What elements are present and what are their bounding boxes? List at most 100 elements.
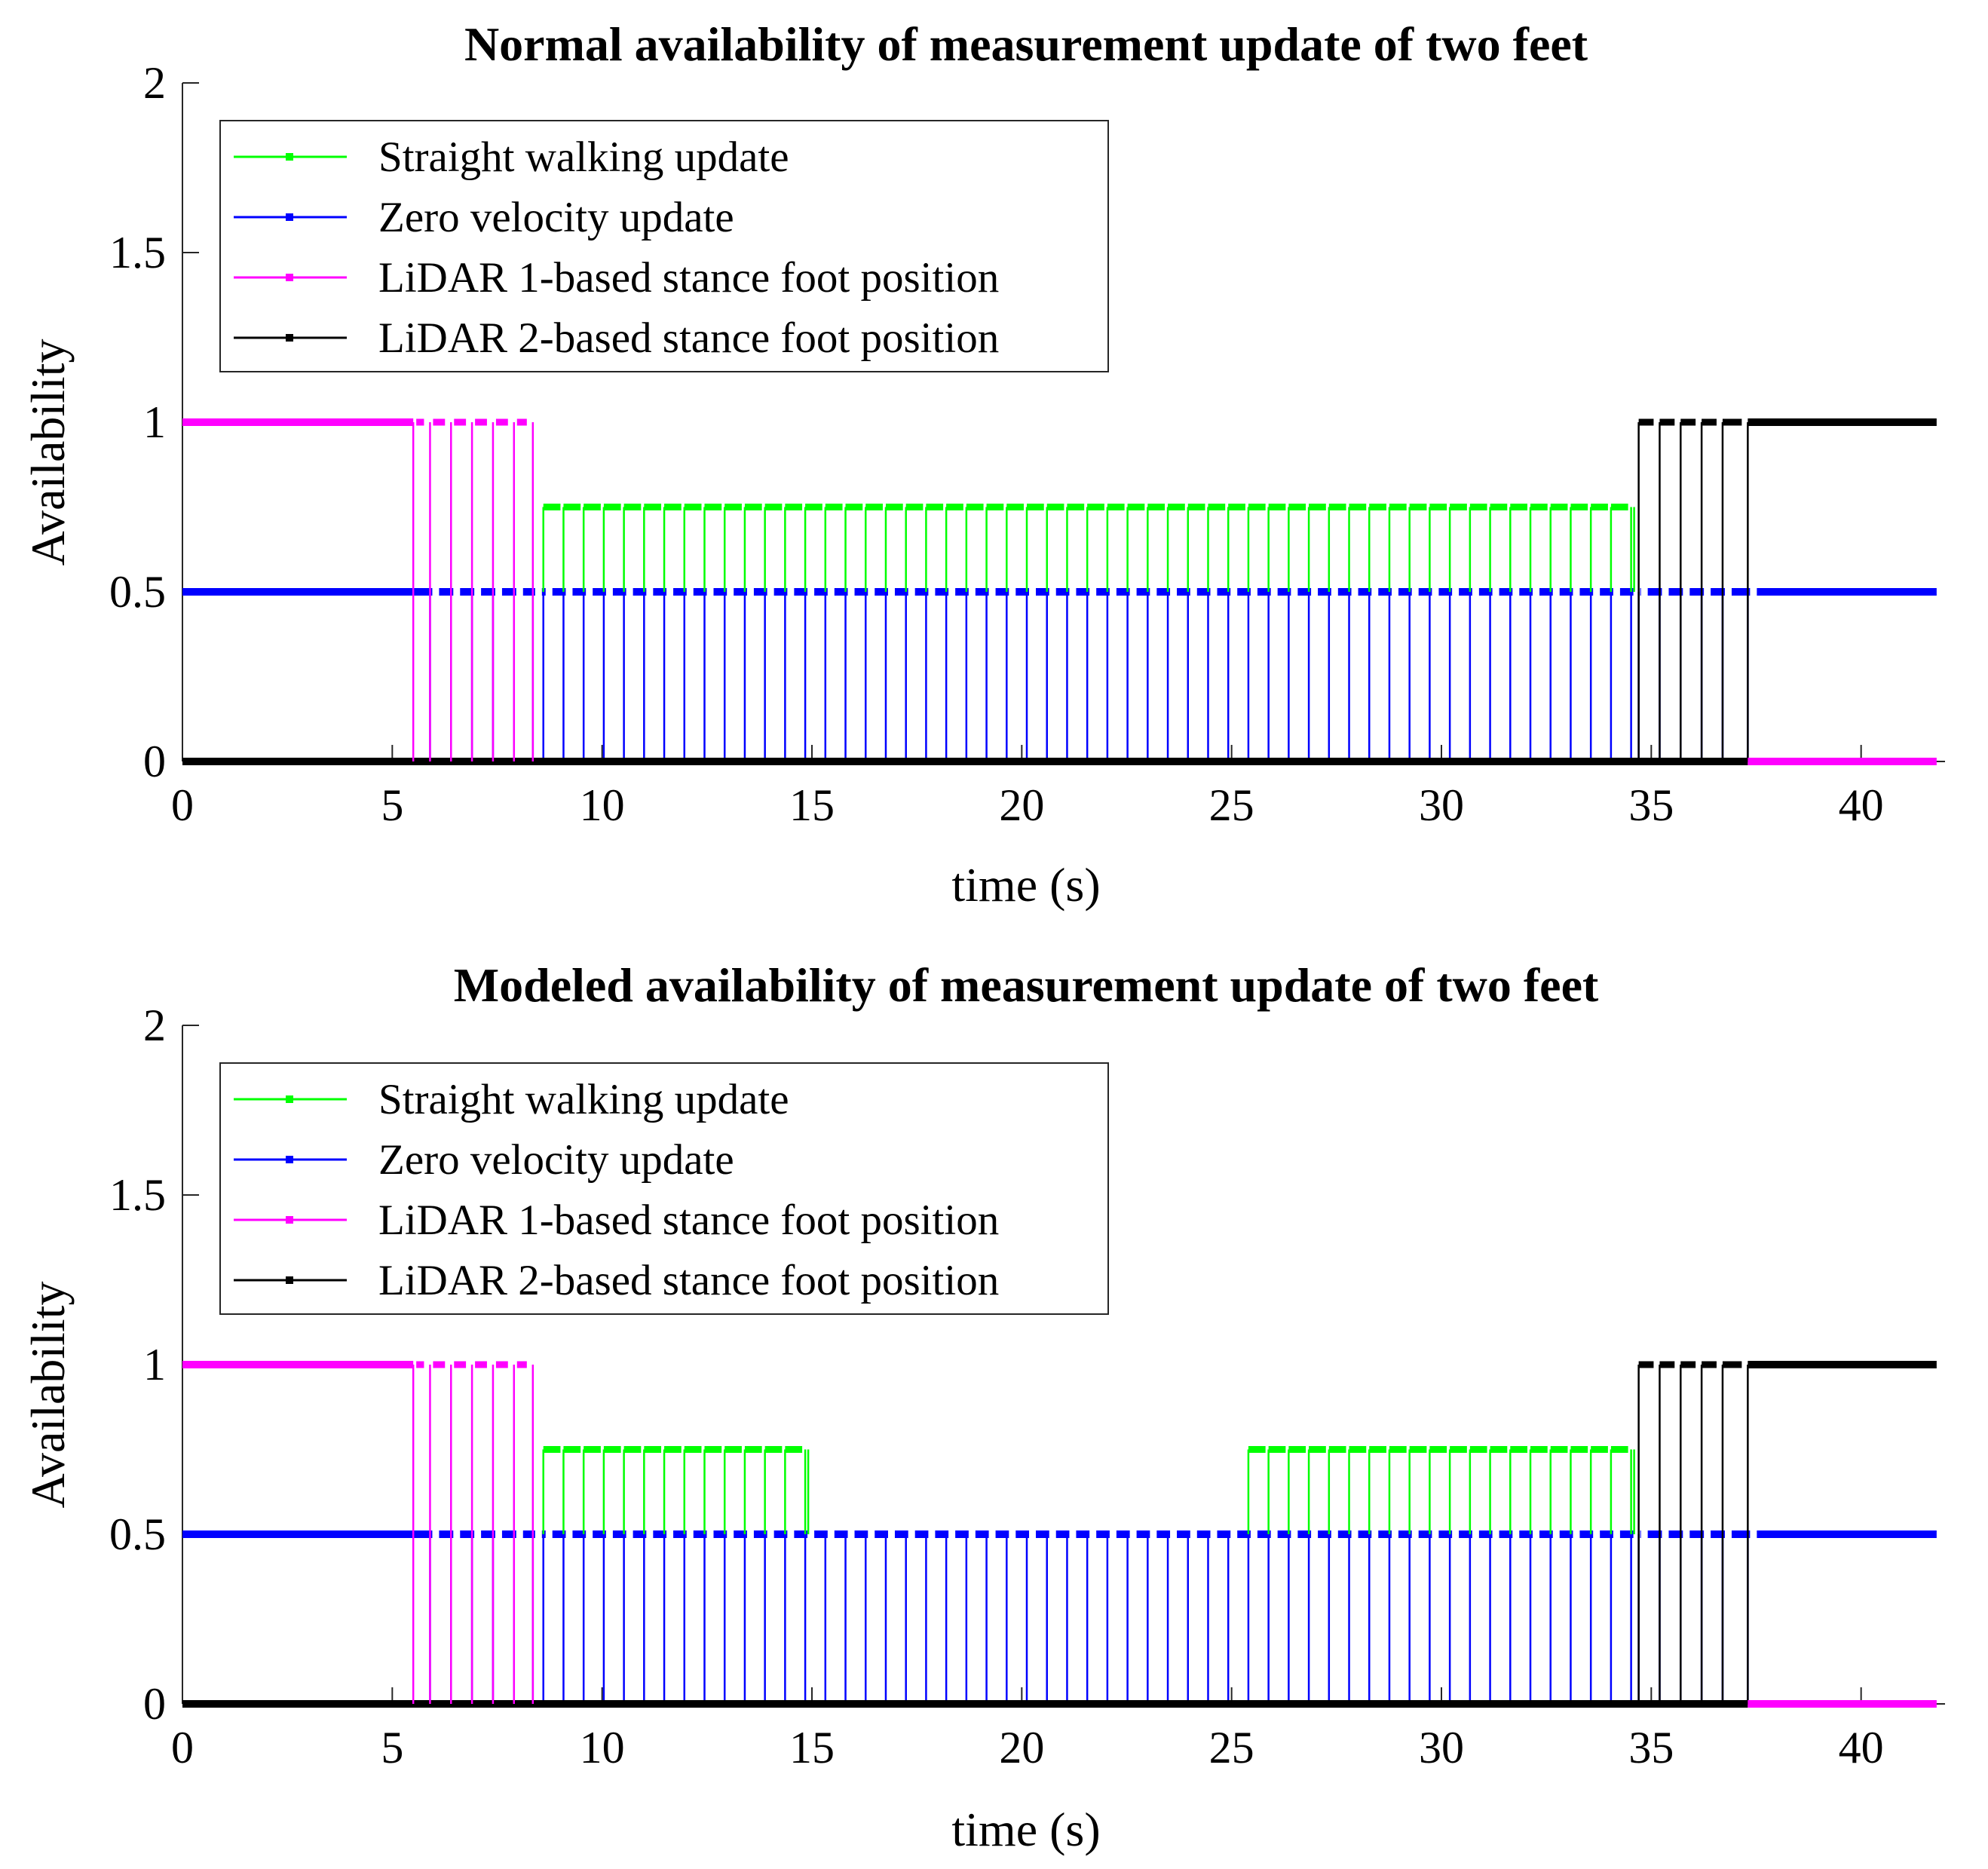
zero-velocity-gap bbox=[1109, 587, 1117, 597]
legend: Straight walking update Zero velocity upd… bbox=[219, 1062, 1109, 1315]
zero-velocity-gap bbox=[1210, 587, 1218, 597]
zero-velocity-gap bbox=[767, 587, 774, 597]
zero-velocity-gap bbox=[1452, 1529, 1460, 1540]
chart-title: Modeled availability of measurement upda… bbox=[454, 958, 1599, 1012]
zero-velocity-gap bbox=[1371, 1529, 1379, 1540]
y-tick-label: 0.5 bbox=[109, 1509, 166, 1559]
zero-velocity-gap bbox=[988, 1529, 996, 1540]
x-tick-label: 20 bbox=[999, 1723, 1044, 1772]
zero-velocity-gap bbox=[1210, 1529, 1218, 1540]
y-tick-label: 1 bbox=[143, 1340, 166, 1389]
zero-velocity-gap bbox=[686, 587, 694, 597]
zero-velocity-gap bbox=[1190, 587, 1197, 597]
zero-velocity-gap bbox=[1009, 1529, 1016, 1540]
zero-velocity-gap bbox=[666, 587, 674, 597]
zero-velocity-gap bbox=[605, 587, 613, 597]
zero-velocity-gap bbox=[948, 587, 956, 597]
x-tick-label: 10 bbox=[580, 780, 625, 830]
zero-velocity-gap bbox=[1009, 587, 1016, 597]
zero-velocity-gap bbox=[1089, 1529, 1097, 1540]
zero-velocity-gap bbox=[495, 1529, 502, 1540]
zero-velocity-gap bbox=[928, 1529, 936, 1540]
x-tick-label: 35 bbox=[1628, 780, 1674, 830]
zero-velocity-gap bbox=[827, 587, 835, 597]
series-straight-walking bbox=[542, 504, 1635, 592]
zero-velocity-gap bbox=[453, 1529, 461, 1540]
y-tick-label: 2 bbox=[143, 58, 166, 108]
zero-velocity-gap bbox=[706, 587, 714, 597]
zero-velocity-gap bbox=[1170, 587, 1178, 597]
zero-velocity-gap bbox=[1512, 587, 1520, 597]
x-tick-label: 0 bbox=[171, 780, 194, 830]
zero-velocity-gap bbox=[1230, 587, 1238, 597]
zero-velocity-gap bbox=[968, 587, 976, 597]
zero-velocity-gap bbox=[727, 1529, 734, 1540]
legend-marker bbox=[286, 1156, 293, 1163]
zero-velocity-gap bbox=[516, 587, 523, 597]
x-axis-label: time (s) bbox=[951, 1803, 1100, 1856]
legend-marker bbox=[286, 1276, 293, 1284]
zero-velocity-gap bbox=[1391, 587, 1398, 597]
zero-velocity-gap bbox=[1492, 587, 1499, 597]
zero-velocity-gap bbox=[827, 1529, 835, 1540]
zero-velocity-gap bbox=[586, 587, 593, 597]
zero-velocity-gap bbox=[1552, 587, 1560, 597]
legend-marker bbox=[286, 1216, 293, 1224]
y-tick-label: 0 bbox=[143, 1679, 166, 1729]
zero-velocity-gap bbox=[1724, 1529, 1732, 1540]
chart-title: Normal availability of measurement updat… bbox=[464, 17, 1588, 71]
zero-velocity-gap bbox=[1633, 587, 1640, 597]
zero-velocity-gap bbox=[495, 587, 502, 597]
zero-velocity-gap bbox=[474, 1529, 482, 1540]
x-tick-label: 15 bbox=[789, 780, 835, 830]
zero-velocity-gap bbox=[1411, 1529, 1419, 1540]
zero-velocity-gap bbox=[887, 1529, 895, 1540]
zero-velocity-gap bbox=[1129, 587, 1137, 597]
x-axis-label: time (s) bbox=[951, 858, 1100, 912]
zero-velocity-gap bbox=[666, 1529, 674, 1540]
x-tick-label: 5 bbox=[381, 1723, 403, 1772]
series-lidar-1 bbox=[182, 418, 1937, 765]
zero-velocity-gap bbox=[1704, 587, 1711, 597]
zero-velocity-gap bbox=[545, 587, 553, 597]
y-tick-label: 2 bbox=[143, 1000, 166, 1050]
zero-velocity-gap bbox=[1230, 1529, 1238, 1540]
zero-velocity-gap bbox=[1750, 587, 1757, 597]
zero-velocity-gap bbox=[887, 587, 895, 597]
zero-velocity-gap bbox=[847, 1529, 855, 1540]
zero-velocity-gap bbox=[474, 587, 482, 597]
zero-velocity-gap bbox=[535, 587, 542, 597]
zero-velocity-gap bbox=[1432, 1529, 1439, 1540]
zero-velocity-gap bbox=[1029, 1529, 1037, 1540]
zero-velocity-gap bbox=[1411, 587, 1419, 597]
legend-entry: Zero velocity update bbox=[378, 1136, 734, 1184]
zero-velocity-gap bbox=[1533, 587, 1540, 597]
legend-entry: LiDAR 2-based stance foot position bbox=[378, 314, 999, 362]
zero-velocity-gap bbox=[968, 1529, 976, 1540]
legend-marker bbox=[286, 274, 293, 281]
legend-entry: Zero velocity update bbox=[378, 194, 734, 241]
legend-entry: LiDAR 2-based stance foot position bbox=[378, 1257, 999, 1304]
legend-entry: LiDAR 1-based stance foot position bbox=[378, 254, 999, 302]
x-tick-label: 20 bbox=[999, 780, 1044, 830]
zero-velocity-gap bbox=[516, 1529, 523, 1540]
zero-velocity-gap bbox=[545, 1529, 553, 1540]
zero-velocity-gap bbox=[847, 587, 855, 597]
zero-velocity-gap bbox=[1573, 1529, 1580, 1540]
zero-velocity-gap bbox=[1331, 1529, 1338, 1540]
zero-velocity-gap bbox=[586, 1529, 593, 1540]
zero-velocity-gap bbox=[1069, 1529, 1077, 1540]
zero-velocity-gap bbox=[1089, 587, 1097, 597]
zero-velocity-gap bbox=[1593, 587, 1601, 597]
zero-velocity-gap bbox=[1069, 587, 1077, 597]
zero-velocity-gap bbox=[686, 1529, 694, 1540]
x-tick-label: 30 bbox=[1419, 1723, 1464, 1772]
zero-velocity-gap bbox=[1662, 587, 1669, 597]
zero-velocity-gap bbox=[535, 1529, 542, 1540]
zero-velocity-gap bbox=[605, 1529, 613, 1540]
zero-velocity-gap bbox=[1704, 1529, 1711, 1540]
zero-velocity-gap bbox=[646, 1529, 654, 1540]
x-tick-label: 15 bbox=[789, 1723, 835, 1772]
series-zero-velocity bbox=[182, 587, 1937, 761]
y-tick-label: 0.5 bbox=[109, 567, 166, 617]
